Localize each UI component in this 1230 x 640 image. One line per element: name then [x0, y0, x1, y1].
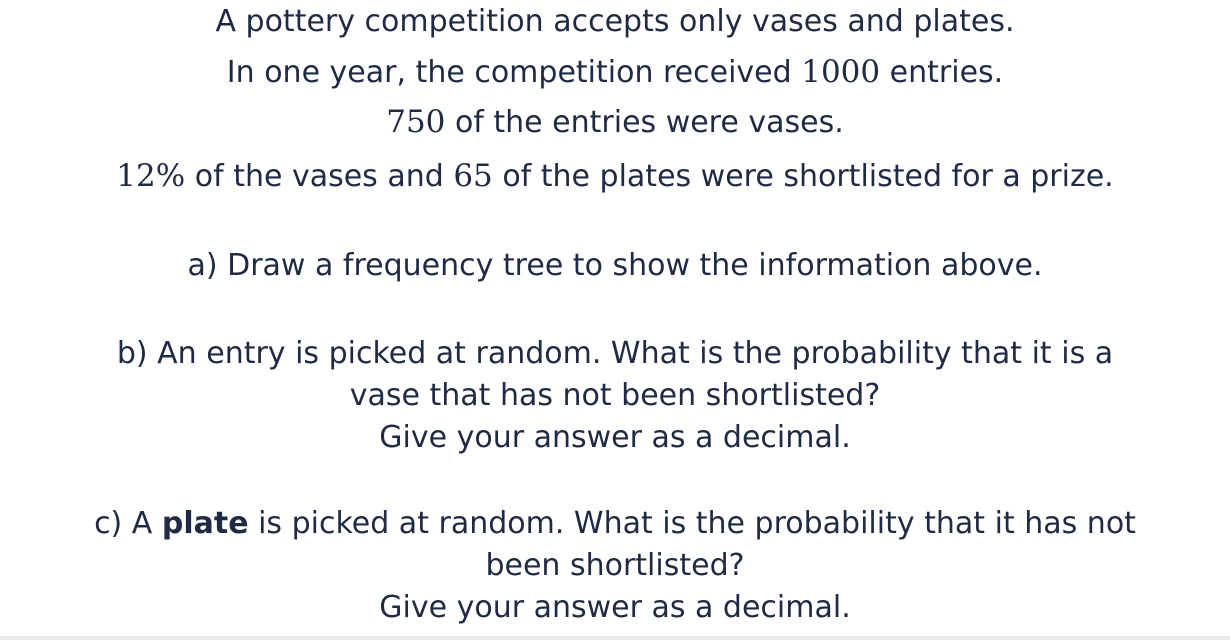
part-b-line-3: Give your answer as a decimal.: [379, 420, 851, 455]
intro-line-4-end: of the plates were shortlisted for a pri…: [492, 159, 1114, 194]
bottom-divider: [0, 636, 1230, 640]
part-b-line-2: vase that has not been shortlisted?: [349, 378, 881, 413]
intro-line-3-end: of the entries were vases.: [445, 105, 844, 140]
intro-line-4-mid: of the vases and: [185, 159, 454, 194]
intro-line-3: 750 of the entries were vases.: [0, 102, 1230, 142]
intro-line-1: A pottery competition accepts only vases…: [215, 4, 1015, 39]
part-b-line-1: b) An entry is picked at random. What is…: [116, 336, 1114, 371]
part-c-line-3: Give your answer as a decimal.: [379, 590, 851, 625]
vases-percent: 12%: [116, 158, 186, 194]
part-c-start: c) A: [94, 506, 162, 541]
intro-line-2-start: In one year, the competition received: [226, 55, 802, 90]
intro-line-4: 12% of the vases and 65 of the plates we…: [0, 156, 1230, 196]
part-c-end: is picked at random. What is the probabi…: [248, 506, 1136, 541]
entries-total: 1000: [801, 54, 881, 90]
part-c-line-1: c) A plate is picked at random. What is …: [0, 504, 1230, 544]
plate-emphasis: plate: [161, 506, 249, 541]
intro-line-2: In one year, the competition received 10…: [0, 52, 1230, 92]
plates-shortlisted: 65: [453, 158, 493, 194]
vases-total: 750: [386, 104, 446, 140]
part-a: a) Draw a frequency tree to show the inf…: [187, 248, 1043, 283]
part-c-line-2: been shortlisted?: [485, 548, 745, 583]
intro-line-2-end: entries.: [880, 55, 1004, 90]
